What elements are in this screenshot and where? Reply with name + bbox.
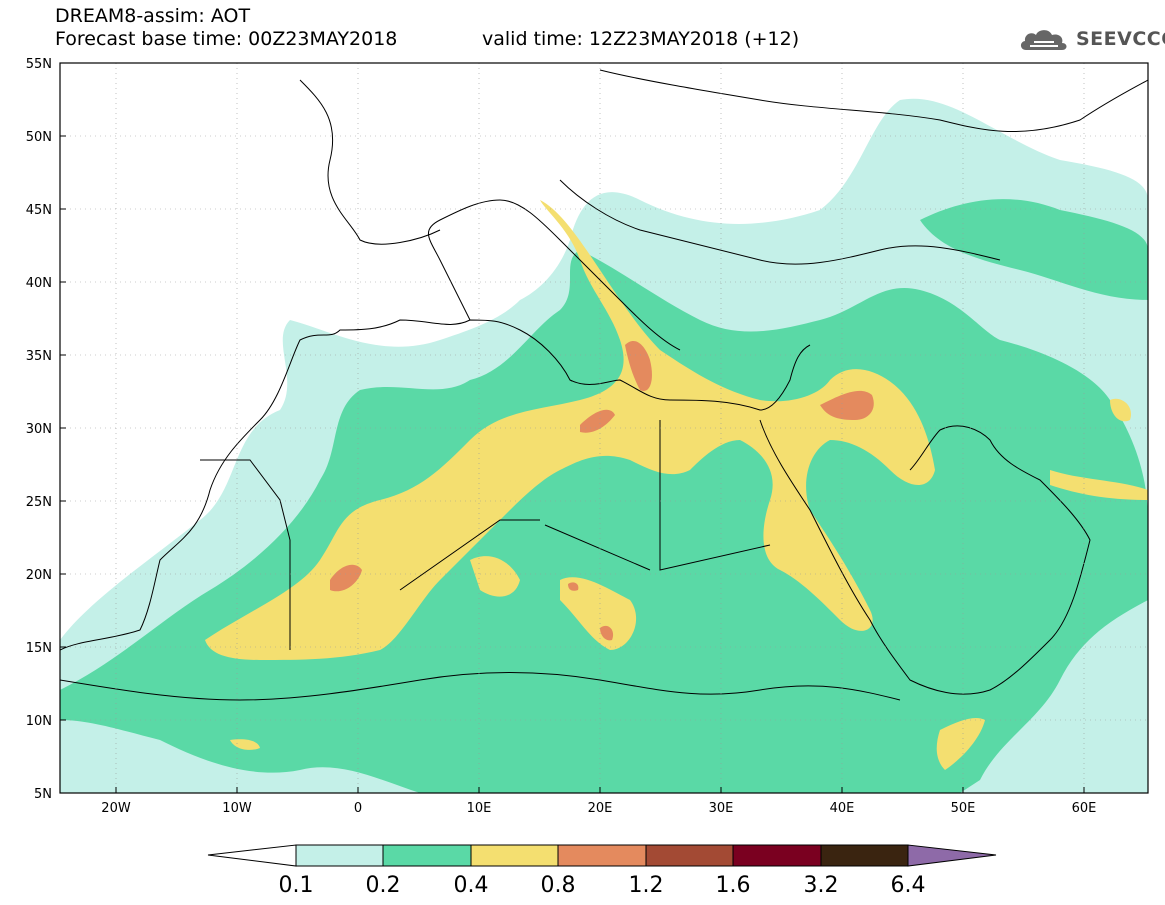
lat-label: 10N [26,714,52,729]
colorbar-segment [820,844,909,867]
lon-label: 0 [354,801,362,816]
lon-label: 30E [709,801,734,816]
colorbar-segment [470,844,559,867]
colorbar-over-arrow [907,844,997,867]
lat-label: 30N [26,422,52,437]
lat-label: 20N [26,568,52,583]
lon-label: 50E [951,801,976,816]
graticule [60,63,1148,793]
lon-label: 20E [588,801,613,816]
lon-label: 10W [222,801,252,816]
lat-label: 45N [26,203,52,218]
logo-text: SEEVCCC [1076,28,1165,50]
colorbar-label: 6.4 [891,873,926,898]
lat-label: 35N [26,349,52,364]
aot-field [60,63,1148,793]
lon-label: 10E [467,801,492,816]
colorbar-segment [557,844,647,867]
lon-label: 40E [830,801,855,816]
valid-time: valid time: 12Z23MAY2018 (+12) [482,28,800,50]
longitude-labels: 20W 10W 0 10E 20E 30E 40E 50E 60E [101,801,1096,816]
coastlines [60,69,1148,701]
lat-label: 15N [26,641,52,656]
colorbar-label: 3.2 [804,873,839,898]
colorbar-label: 0.1 [279,873,314,898]
lat-label: 55N [26,57,52,72]
colorbar-label: 0.4 [454,873,489,898]
lat-label: 5N [34,787,52,802]
colorbar-under-arrow [207,844,297,867]
latitude-labels: 55N 50N 45N 40N 35N 30N 25N 20N 15N 10N … [26,57,52,802]
colorbar-label: 1.2 [629,873,664,898]
aot-contour-0.8 [330,340,874,641]
lat-label: 40N [26,276,52,291]
lat-label: 25N [26,495,52,510]
lat-label: 50N [26,130,52,145]
colorbar-segment [295,844,384,867]
colorbar-label: 0.2 [366,873,401,898]
lon-label: 20W [101,801,131,816]
colorbar-label: 1.6 [716,873,751,898]
colorbar-label: 0.8 [541,873,576,898]
axis-ticks [60,62,1085,794]
colorbar: 0.1 0.2 0.4 0.8 1.2 1.6 3.2 6.4 [207,844,997,898]
forecast-base-time: Forecast base time: 00Z23MAY2018 [55,28,398,50]
colorbar-segment [382,844,472,867]
colorbar-segment [645,844,734,867]
aot-contour-0.4 [205,200,1148,770]
cloud-icon [1020,30,1067,50]
lon-label: 60E [1072,801,1097,816]
colorbar-segment [732,844,822,867]
map-title: DREAM8-assim: AOT [55,5,251,27]
seevccc-logo: SEEVCCC [1018,26,1165,54]
